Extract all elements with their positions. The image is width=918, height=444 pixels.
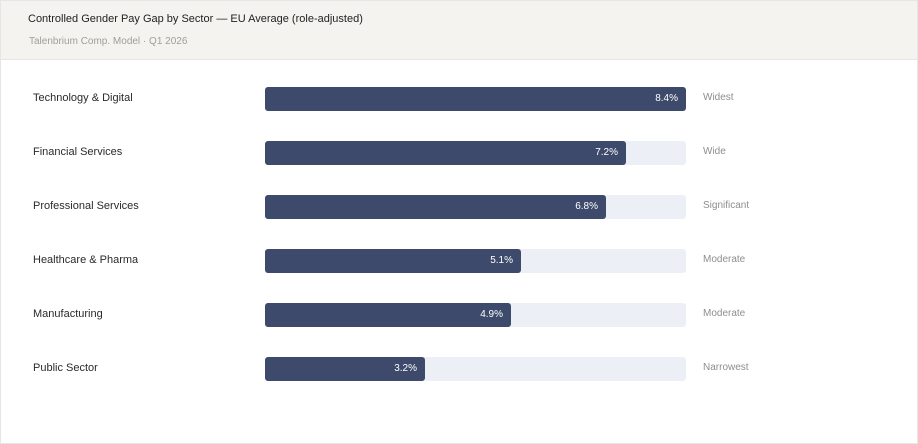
bar-rows: Technology & Digital 8.4% Widest Financial … <box>1 87 917 411</box>
bar-row: Manufacturing 4.9% Moderate <box>1 303 917 327</box>
tier-label: Wide <box>703 146 726 157</box>
bar: 6.8% <box>265 195 606 219</box>
chart-subtitle: Talenbrium Comp. Model · Q1 2026 <box>29 36 188 47</box>
bar: 7.2% <box>265 141 626 165</box>
chart-title: Controlled Gender Pay Gap by Sector — EU… <box>28 13 363 25</box>
value-label: 4.9% <box>480 309 503 320</box>
bar-row: Professional Services 6.8% Significant <box>1 195 917 219</box>
bar: 4.9% <box>265 303 511 327</box>
bar-track: 5.1% <box>265 249 686 273</box>
category-label: Manufacturing <box>33 308 103 320</box>
bar-track: 7.2% <box>265 141 686 165</box>
value-label: 3.2% <box>394 363 417 374</box>
bar-row: Financial Services 7.2% Wide <box>1 141 917 165</box>
bar-row: Technology & Digital 8.4% Widest <box>1 87 917 111</box>
bar-track: 4.9% <box>265 303 686 327</box>
bar-row: Public Sector 3.2% Narrowest <box>1 357 917 381</box>
category-label: Technology & Digital <box>33 92 133 104</box>
category-label: Public Sector <box>33 362 98 374</box>
bar-track: 8.4% <box>265 87 686 111</box>
value-label: 7.2% <box>595 147 618 158</box>
bar: 5.1% <box>265 249 521 273</box>
value-label: 8.4% <box>655 93 678 104</box>
bar-track: 3.2% <box>265 357 686 381</box>
value-label: 6.8% <box>575 201 598 212</box>
value-label: 5.1% <box>490 255 513 266</box>
chart-header: Controlled Gender Pay Gap by Sector — EU… <box>1 1 917 60</box>
tier-label: Moderate <box>703 254 746 265</box>
tier-label: Moderate <box>703 308 746 319</box>
tier-label: Narrowest <box>703 362 749 373</box>
bar-row: Healthcare & Pharma 5.1% Moderate <box>1 249 917 273</box>
tier-label: Widest <box>703 92 734 103</box>
bar: 3.2% <box>265 357 425 381</box>
tier-label: Significant <box>703 200 750 211</box>
category-label: Financial Services <box>33 146 123 158</box>
category-label: Healthcare & Pharma <box>33 254 139 266</box>
category-label: Professional Services <box>33 200 139 212</box>
bar: 8.4% <box>265 87 686 111</box>
bar-track: 6.8% <box>265 195 686 219</box>
